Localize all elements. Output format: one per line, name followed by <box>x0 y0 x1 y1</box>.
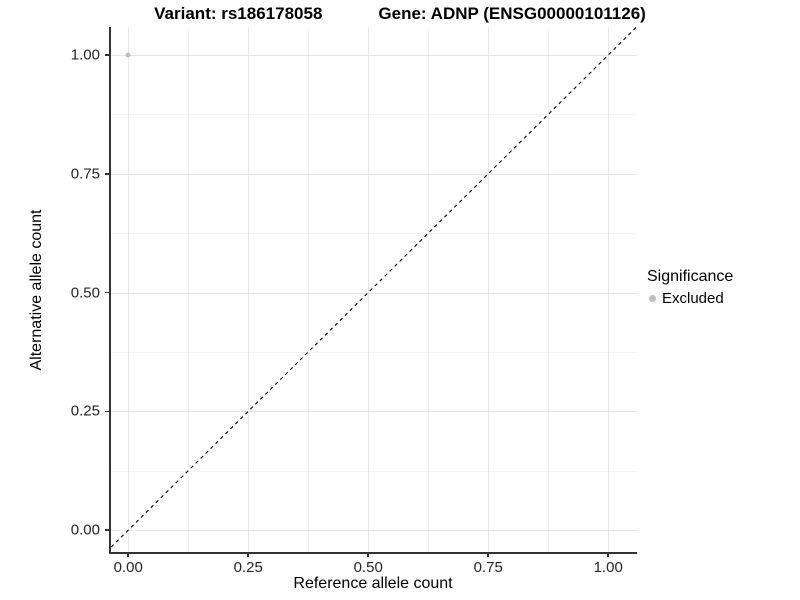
grid-major-h <box>109 55 637 57</box>
legend: Significance Excluded <box>647 268 733 307</box>
grid-minor-v <box>188 27 190 552</box>
grid-major-h <box>109 411 637 413</box>
grid-major-h <box>109 173 637 175</box>
x-tick-mark <box>247 552 249 557</box>
x-tick-mark <box>367 552 369 557</box>
grid-major-v <box>248 27 250 552</box>
grid-major-v <box>608 27 610 552</box>
y-tick-mark <box>104 410 109 413</box>
y-tick-label: 0.50 <box>70 284 100 302</box>
grid-minor-h <box>109 114 637 116</box>
grid-major-h <box>109 530 637 532</box>
plot-title: Variant: rs186178058 Gene: ADNP (ENSG000… <box>0 4 800 24</box>
legend-title: Significance <box>647 268 734 285</box>
x-tick-mark <box>487 552 489 557</box>
y-tick-mark <box>104 529 109 531</box>
grid-major-v <box>368 27 370 552</box>
y-tick-mark <box>104 291 109 294</box>
grid-minor-v <box>548 27 550 552</box>
x-tick-label: 1.00 <box>593 559 623 576</box>
identity-dashed-line <box>109 27 637 550</box>
y-tick-mark <box>104 54 109 56</box>
grid-minor-h <box>109 233 637 235</box>
x-tick-mark <box>607 552 609 557</box>
x-tick-label: 0.25 <box>233 559 263 576</box>
grid-major-v <box>128 27 130 552</box>
legend-item-label: Excluded <box>662 290 724 307</box>
y-tick-label: 0.25 <box>70 402 100 420</box>
grid-minor-h <box>109 470 637 472</box>
x-tick-mark <box>127 552 129 557</box>
y-tick-label: 1.00 <box>70 46 100 64</box>
plot-panel: 0.00 0.25 0.50 0.75 1.00 0.00 0.25 0.50 0.75 1.00 <box>71 27 637 576</box>
x-axis-line <box>109 552 637 554</box>
y-tick-label: 0.00 <box>70 521 100 539</box>
x-axis-title: Reference allele count <box>293 575 453 592</box>
x-tick-label: 0.50 <box>353 559 383 576</box>
grid-minor-h <box>109 351 637 353</box>
plot-title-gene: Gene: ADNP (ENSG00000101126) <box>378 4 646 23</box>
y-tick-mark <box>104 173 109 175</box>
grid-major-h <box>109 292 637 294</box>
x-tick-label: 0.75 <box>473 559 503 576</box>
x-tick-label: 0.00 <box>113 559 143 576</box>
legend-item-excluded: Excluded <box>647 290 733 307</box>
grid-minor-v <box>308 27 310 552</box>
y-axis-title: Alternative allele count <box>28 209 45 371</box>
plot-title-variant: Variant: rs186178058 <box>154 4 323 23</box>
grid-major-v <box>488 27 490 552</box>
legend-point-swatch <box>649 295 656 302</box>
data-point <box>125 52 131 58</box>
y-tick-label: 0.75 <box>70 165 100 183</box>
grid-minor-v <box>428 27 430 552</box>
y-axis-line <box>109 27 111 554</box>
